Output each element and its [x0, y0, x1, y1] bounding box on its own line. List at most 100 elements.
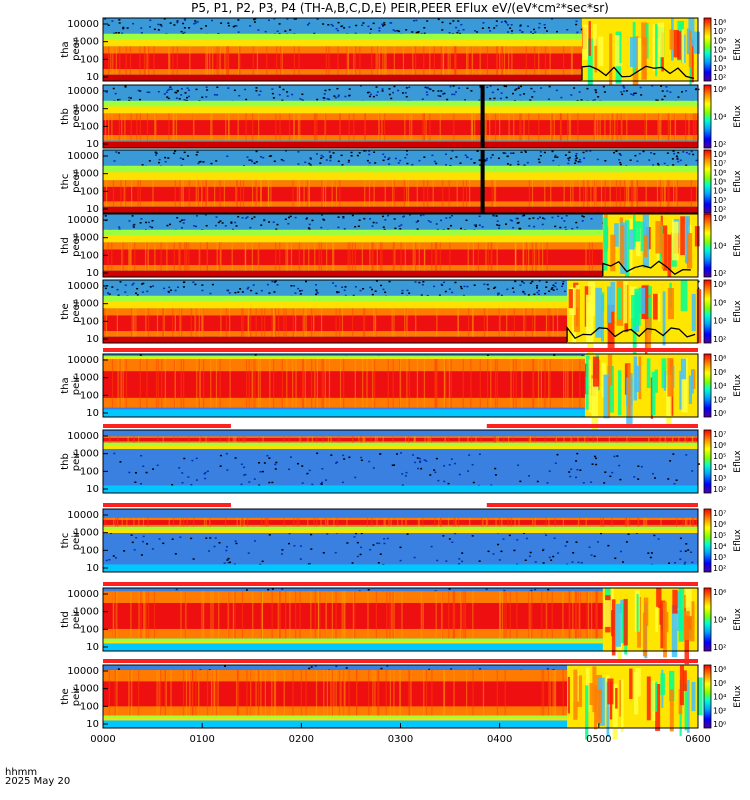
noise-speck	[578, 159, 581, 161]
noise-speck	[450, 458, 453, 460]
flux-band-bottom	[103, 409, 698, 417]
noise-speck	[398, 225, 401, 227]
flux-striation	[562, 46, 565, 75]
flux-striation	[260, 180, 262, 207]
flux-striation	[373, 180, 375, 207]
flux-striation	[157, 436, 159, 443]
flux-striation	[358, 436, 360, 443]
noise-speck	[484, 160, 487, 163]
noise-speck	[478, 99, 481, 102]
flux-striation	[653, 436, 656, 443]
noise-speck	[564, 226, 567, 229]
x-axis: 0000 0100 0200 0300 0400 0500 0600	[90, 723, 711, 745]
noise-speck	[251, 160, 254, 163]
flux-striation	[117, 517, 119, 527]
activity-streak	[646, 358, 651, 389]
noise-speck	[181, 482, 184, 484]
flux-striation	[544, 359, 546, 408]
flux-striation	[354, 242, 356, 271]
flux-striation	[390, 517, 392, 527]
noise-speck	[489, 85, 492, 87]
noise-speck	[573, 87, 576, 89]
flux-striation	[154, 113, 156, 141]
flux-striation	[577, 517, 580, 527]
noise-speck	[519, 480, 522, 483]
noise-speck	[455, 156, 458, 158]
noise-speck	[224, 225, 227, 227]
noise-speck	[205, 25, 208, 27]
noise-speck	[271, 588, 274, 590]
noise-speck	[543, 151, 546, 154]
flux-striation	[429, 436, 431, 443]
flux-striation	[302, 359, 305, 408]
activity-streak	[592, 666, 597, 713]
flux-striation	[469, 517, 471, 527]
flux-striation	[183, 517, 185, 527]
noise-speck	[419, 214, 422, 217]
noise-speck	[435, 223, 438, 225]
flux-striation	[244, 436, 247, 443]
activity-streak	[645, 294, 651, 350]
flux-striation	[313, 113, 316, 141]
noise-speck	[315, 291, 318, 293]
noise-speck	[671, 158, 674, 160]
noise-speck	[486, 86, 489, 89]
noise-speck	[336, 291, 339, 294]
noise-speck	[381, 25, 384, 27]
noise-speck	[500, 294, 503, 297]
noise-speck	[319, 483, 322, 485]
noise-speck	[328, 98, 331, 101]
flux-striation	[343, 359, 345, 408]
noise-speck	[335, 462, 338, 464]
flux-striation	[563, 180, 565, 207]
noise-speck	[167, 97, 170, 100]
noise-speck	[614, 557, 617, 560]
colorbar-tick-label: 10²	[713, 564, 726, 573]
noise-speck	[416, 31, 419, 34]
noise-speck	[433, 469, 436, 471]
flux-striation	[595, 180, 597, 207]
noise-speck	[537, 289, 540, 292]
flux-striation	[364, 113, 366, 141]
noise-speck	[548, 290, 551, 293]
noise-speck	[255, 150, 258, 153]
noise-speck	[208, 550, 211, 552]
flux-striation	[173, 517, 175, 527]
noise-speck	[358, 219, 361, 221]
noise-speck	[675, 479, 678, 481]
activity-streak	[680, 280, 688, 312]
activity-streak	[687, 679, 690, 733]
noise-speck	[510, 30, 513, 32]
flux-striation	[570, 180, 572, 207]
flux-striation	[182, 670, 185, 716]
noise-speck	[575, 221, 578, 224]
noise-speck	[618, 159, 621, 161]
noise-speck	[307, 563, 310, 565]
noise-speck	[204, 477, 207, 480]
y-tick-label: 1000	[74, 528, 99, 539]
noise-speck	[510, 24, 513, 26]
noise-speck	[151, 219, 154, 222]
flux-striation	[628, 180, 630, 207]
noise-speck	[648, 159, 651, 161]
flux-striation	[234, 436, 236, 443]
noise-speck	[634, 154, 637, 157]
flux-striation	[126, 517, 128, 527]
noise-speck	[190, 483, 193, 486]
noise-speck	[497, 292, 500, 294]
flux-striation	[214, 180, 216, 207]
flux-striation	[205, 180, 207, 207]
noise-speck	[496, 293, 499, 296]
noise-speck	[523, 293, 526, 295]
flux-striation	[108, 46, 110, 75]
noise-speck	[362, 287, 365, 290]
flux-striation	[337, 436, 339, 443]
noise-speck	[260, 156, 263, 158]
flux-striation	[354, 591, 356, 639]
flux-striation	[412, 46, 414, 75]
noise-speck	[500, 550, 503, 553]
flux-striation	[277, 308, 280, 337]
noise-speck	[496, 224, 499, 226]
noise-speck	[508, 534, 511, 537]
activity-streak	[661, 233, 665, 270]
